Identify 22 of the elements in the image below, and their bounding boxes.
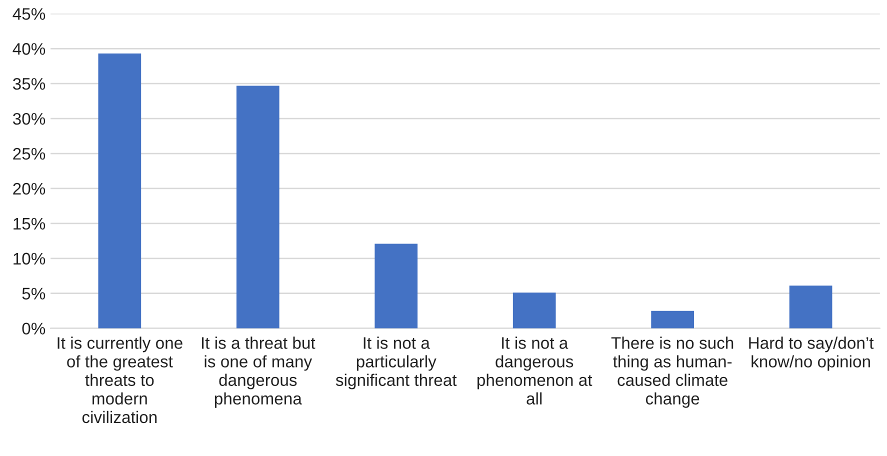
x-tick-label: Hard to say/don’t know/no opinion [749, 336, 874, 371]
x-tick-label: It is currently one of the greatest threats to modern civilization [58, 336, 182, 424]
y-tick-label: 35% [12, 78, 46, 90]
x-tick-label: It is not a dangerous phenomenon at all [478, 336, 592, 405]
bar [374, 244, 418, 328]
y-tick-label: 15% [14, 218, 46, 230]
x-tick-label: It is not a particularly significant threat [336, 336, 457, 390]
x-tick-label: There is no such thing as human- caused climate change [611, 336, 734, 408]
y-tick-label: 30% [12, 112, 46, 125]
y-tick-label: 25% [13, 148, 46, 160]
bar [651, 310, 694, 328]
y-tick-label: 0% [22, 322, 46, 335]
y-tick-label: 45% [12, 8, 46, 20]
bar [789, 286, 832, 328]
y-tick-label: 10% [14, 252, 46, 265]
y-tick-label: 5% [22, 288, 46, 300]
y-tick-label: 20% [13, 182, 46, 195]
y-tick-label: 40% [12, 43, 46, 55]
x-tick-label: It is a threat but is one of many dangerous phenomena [202, 336, 316, 408]
bar [98, 54, 142, 328]
bar [512, 292, 556, 328]
bar [236, 86, 280, 328]
